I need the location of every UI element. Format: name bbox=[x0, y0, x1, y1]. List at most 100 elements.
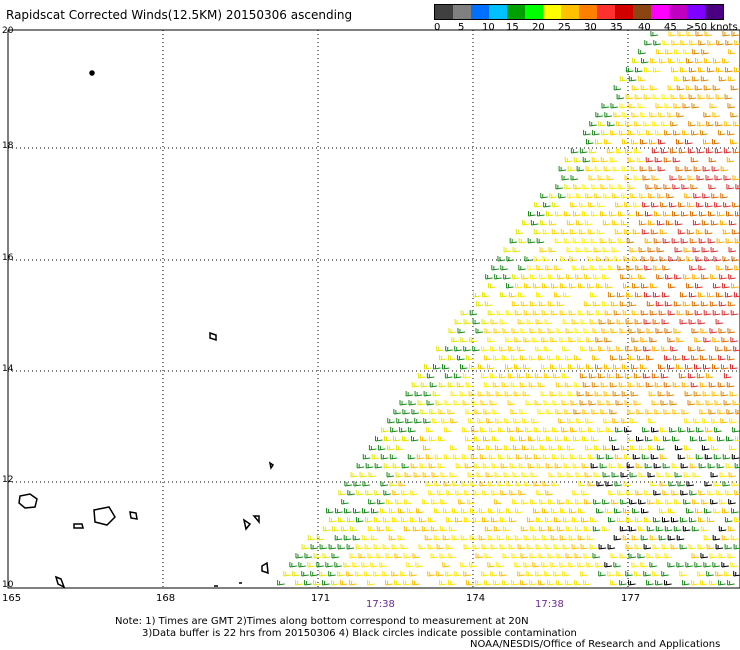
wind-barb bbox=[447, 409, 455, 415]
wind-barb bbox=[516, 373, 525, 379]
wind-barb bbox=[637, 553, 646, 559]
wind-barb bbox=[690, 211, 698, 217]
wind-barb bbox=[730, 85, 739, 91]
wind-barb bbox=[483, 436, 491, 442]
wind-barb bbox=[594, 166, 603, 172]
wind-barb bbox=[709, 103, 718, 109]
wind-barb bbox=[731, 256, 739, 262]
wind-barb bbox=[568, 535, 577, 541]
wind-barb bbox=[517, 544, 526, 550]
wind-barb bbox=[718, 328, 727, 334]
wind-barb bbox=[417, 400, 426, 406]
wind-barb bbox=[562, 292, 571, 298]
wind-barb bbox=[576, 166, 585, 172]
wind-barb bbox=[695, 229, 704, 235]
legend-swatch bbox=[597, 5, 615, 19]
wind-barb bbox=[628, 526, 637, 532]
wind-barb bbox=[703, 85, 712, 91]
wind-barb bbox=[645, 409, 653, 415]
wind-barb bbox=[533, 283, 541, 289]
wind-barb bbox=[708, 436, 716, 442]
wind-barb bbox=[603, 391, 612, 397]
wind-barb bbox=[540, 364, 549, 370]
wind-barb bbox=[705, 202, 713, 208]
wind-barb bbox=[573, 382, 582, 388]
wind-barb bbox=[573, 409, 581, 415]
wind-barb bbox=[661, 544, 670, 550]
wind-barb bbox=[637, 355, 645, 361]
wind-barb bbox=[394, 553, 403, 559]
wind-barb bbox=[734, 265, 740, 271]
wind-barb bbox=[562, 571, 570, 577]
wind-barb bbox=[722, 454, 731, 460]
wind-barb bbox=[704, 508, 712, 514]
wind-barb bbox=[672, 382, 681, 388]
wind-barb bbox=[670, 67, 679, 73]
wind-barb bbox=[437, 463, 446, 469]
wind-barb bbox=[521, 472, 530, 478]
wind-barb bbox=[468, 364, 477, 370]
wind-barb bbox=[546, 409, 554, 415]
wind-barb bbox=[632, 283, 640, 289]
wind-barb bbox=[374, 490, 382, 496]
wind-barb bbox=[718, 130, 726, 136]
wind-barb bbox=[584, 274, 592, 280]
wind-barb bbox=[650, 229, 659, 235]
wind-barb bbox=[530, 274, 538, 280]
wind-barb bbox=[429, 409, 437, 415]
wind-barb bbox=[674, 49, 682, 55]
wind-barb bbox=[626, 265, 634, 271]
wind-barb bbox=[493, 580, 501, 586]
wind-barb bbox=[587, 481, 595, 487]
legend-swatch bbox=[489, 5, 507, 19]
wind-barb bbox=[557, 499, 565, 505]
wind-barb bbox=[722, 508, 730, 514]
wind-barb bbox=[403, 526, 412, 532]
legend-label: >50 knots bbox=[686, 22, 738, 33]
wind-barb bbox=[682, 76, 691, 82]
wind-barb bbox=[505, 337, 513, 343]
wind-barb bbox=[481, 319, 490, 325]
wind-barb bbox=[628, 328, 637, 334]
wind-barb bbox=[593, 472, 602, 478]
legend-color-bar bbox=[434, 4, 724, 20]
wind-barb bbox=[667, 337, 675, 343]
wind-barb bbox=[582, 382, 591, 388]
wind-barb bbox=[511, 580, 519, 586]
wind-barb bbox=[376, 526, 385, 532]
wind-barb bbox=[484, 580, 492, 586]
wind-barb bbox=[515, 229, 524, 235]
wind-barb bbox=[688, 94, 697, 100]
wind-barb bbox=[632, 256, 640, 262]
wind-barb bbox=[610, 580, 618, 586]
legend-label: 35 bbox=[610, 22, 623, 33]
wind-barb bbox=[652, 94, 661, 100]
wind-barb bbox=[489, 400, 498, 406]
wind-barb bbox=[559, 562, 567, 568]
wind-barb bbox=[537, 409, 545, 415]
wind-barb bbox=[648, 418, 656, 424]
wind-barb bbox=[472, 544, 481, 550]
wind-barb bbox=[574, 328, 583, 334]
wind-barb bbox=[574, 553, 583, 559]
wind-barb bbox=[698, 40, 706, 46]
islands bbox=[18, 70, 275, 589]
wind-barb bbox=[562, 319, 571, 325]
wind-barb bbox=[583, 328, 592, 334]
wind-barb bbox=[713, 508, 721, 514]
wind-barb bbox=[485, 445, 494, 451]
wind-barb bbox=[637, 103, 646, 109]
wind-barb bbox=[505, 310, 514, 316]
wind-barb bbox=[628, 553, 637, 559]
wind-barb bbox=[529, 526, 538, 532]
wind-barb bbox=[704, 454, 713, 460]
wind-barb bbox=[724, 544, 733, 550]
wind-barb bbox=[498, 427, 506, 433]
wind-barb bbox=[674, 445, 683, 451]
wind-barb bbox=[652, 292, 661, 298]
wind-barb bbox=[710, 472, 719, 478]
wind-barb bbox=[604, 112, 612, 118]
wind-barb bbox=[673, 76, 682, 82]
wind-barb bbox=[722, 229, 731, 235]
wind-barb bbox=[611, 499, 619, 505]
